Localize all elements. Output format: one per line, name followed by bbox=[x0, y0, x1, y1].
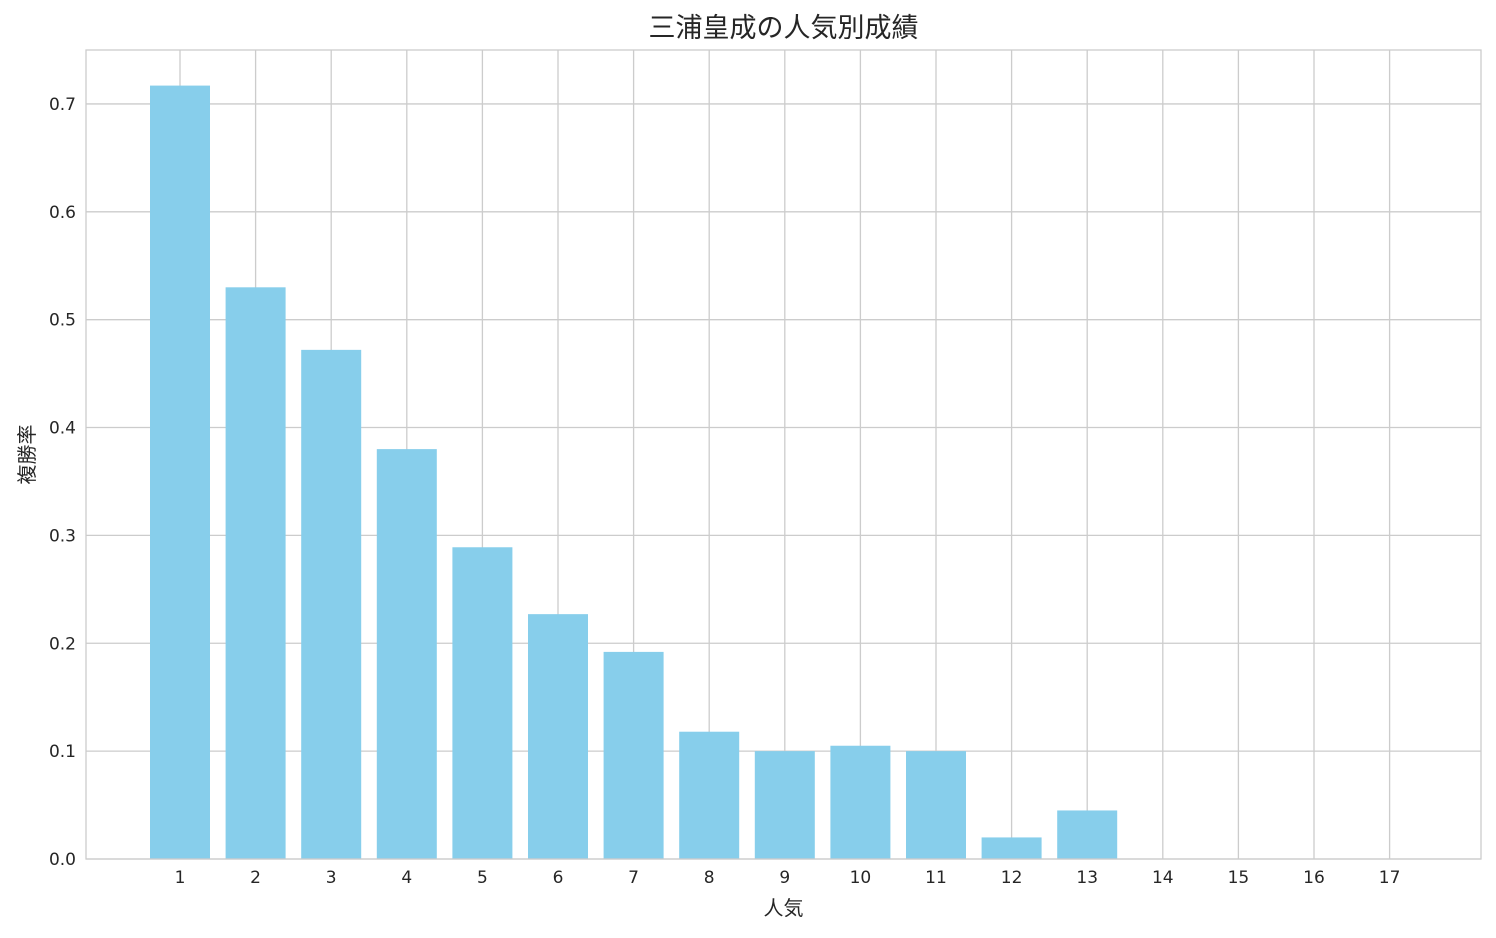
y-tick-label: 0.3 bbox=[49, 526, 76, 546]
x-tick-label: 7 bbox=[628, 868, 639, 888]
bar bbox=[1057, 810, 1118, 859]
x-tick-label: 12 bbox=[1001, 868, 1023, 888]
y-tick-labels: 0.0 0.1 0.2 0.3 0.4 0.5 0.6 0.7 bbox=[49, 95, 76, 870]
grid-lines bbox=[86, 50, 1481, 860]
bar bbox=[603, 651, 664, 859]
y-tick-label: 0.0 bbox=[49, 850, 76, 870]
bar bbox=[981, 837, 1042, 859]
bars bbox=[150, 85, 1118, 860]
y-tick-label: 0.6 bbox=[49, 203, 76, 223]
x-tick-label: 8 bbox=[704, 868, 715, 888]
x-tick-label: 16 bbox=[1303, 868, 1325, 888]
plot-frame bbox=[85, 49, 1482, 860]
x-tick-label: 17 bbox=[1379, 868, 1401, 888]
x-tick-label: 6 bbox=[553, 868, 564, 888]
y-tick-label: 0.7 bbox=[49, 95, 76, 115]
bar bbox=[301, 349, 362, 859]
x-tick-labels: 1 2 3 4 5 6 7 8 9 10 11 12 13 14 15 16 17 bbox=[175, 868, 1401, 888]
bar bbox=[754, 751, 815, 859]
x-tick-label: 15 bbox=[1228, 868, 1250, 888]
x-axis-title: 人気 bbox=[764, 896, 804, 920]
bar bbox=[225, 287, 286, 860]
x-tick-label: 2 bbox=[250, 868, 261, 888]
y-tick-label: 0.5 bbox=[49, 311, 76, 331]
bar bbox=[906, 751, 966, 859]
y-tick-label: 0.2 bbox=[49, 634, 76, 654]
bar bbox=[679, 731, 740, 859]
x-tick-label: 3 bbox=[326, 868, 337, 888]
x-tick-label: 4 bbox=[401, 868, 412, 888]
y-tick-label: 0.1 bbox=[49, 742, 76, 762]
bar bbox=[830, 745, 891, 859]
x-tick-label: 11 bbox=[925, 868, 947, 888]
chart-title: 三浦皇成の人気別成績 bbox=[649, 13, 919, 44]
bar bbox=[452, 547, 513, 859]
x-tick-label: 13 bbox=[1076, 868, 1098, 888]
bar bbox=[528, 614, 588, 859]
x-tick-label: 14 bbox=[1152, 868, 1174, 888]
y-tick-label: 0.4 bbox=[49, 419, 76, 439]
x-tick-label: 1 bbox=[175, 868, 186, 888]
x-tick-label: 10 bbox=[850, 868, 872, 888]
y-axis-title: 複勝率 bbox=[15, 425, 39, 485]
x-tick-label: 9 bbox=[779, 868, 790, 888]
bar bbox=[150, 85, 210, 859]
bar bbox=[376, 449, 437, 859]
x-tick-label: 5 bbox=[477, 868, 488, 888]
